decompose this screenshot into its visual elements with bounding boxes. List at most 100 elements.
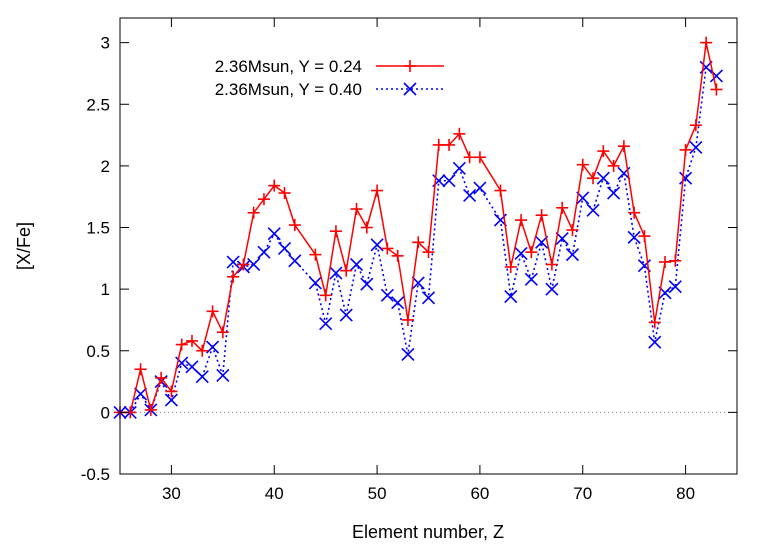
data-point	[267, 227, 281, 241]
data-point	[205, 340, 220, 354]
data-point	[227, 270, 240, 283]
data-point	[380, 288, 394, 302]
x-tick-label: 50	[368, 484, 387, 503]
data-point	[360, 277, 374, 291]
data-point	[134, 387, 148, 401]
data-point	[607, 159, 620, 172]
y-axis-label: [X/Fe]	[14, 222, 34, 270]
data-point	[473, 181, 487, 195]
legend: 2.36Msun, Y = 0.24 2.36Msun, Y = 0.40	[215, 57, 444, 99]
data-point	[195, 370, 209, 384]
plot-frame	[119, 17, 738, 475]
data-point	[607, 186, 621, 200]
legend-item: 2.36Msun, Y = 0.40	[215, 80, 444, 99]
y-tick-label: -0.5	[81, 465, 110, 484]
data-point	[257, 245, 271, 259]
data-point	[155, 371, 168, 384]
data-point	[134, 363, 147, 376]
y-tick-label: 1.5	[86, 219, 110, 238]
x-tick-label: 70	[573, 484, 592, 503]
data-point	[587, 172, 600, 185]
series-1	[114, 36, 723, 419]
data-point	[648, 335, 662, 349]
data-point	[669, 254, 682, 267]
data-point	[349, 257, 364, 272]
data-point	[268, 179, 281, 192]
data-point	[329, 225, 342, 238]
data-point	[371, 184, 384, 197]
y-tick-label: 0	[101, 403, 110, 422]
y-tick-label: 1	[101, 280, 110, 299]
data-point	[175, 338, 188, 351]
legend-label: 2.36Msun, Y = 0.40	[215, 80, 362, 99]
data-point	[597, 145, 610, 158]
data-point	[628, 206, 641, 219]
data-point	[401, 347, 415, 362]
data-point	[412, 236, 425, 249]
data-point	[309, 248, 322, 261]
data-point	[586, 203, 600, 217]
data-point	[545, 258, 558, 271]
data-point	[381, 242, 394, 255]
data-point	[247, 206, 260, 219]
data-point	[473, 151, 486, 164]
data-point	[442, 174, 456, 188]
data-point	[216, 368, 230, 382]
data-point	[463, 188, 477, 203]
data-point	[638, 230, 651, 243]
data-point	[689, 119, 702, 132]
data-point	[340, 264, 353, 277]
data-point	[700, 36, 713, 49]
data-point	[668, 280, 682, 294]
data-point	[216, 326, 229, 339]
data-point	[277, 241, 292, 256]
data-point	[360, 221, 373, 234]
data-point	[319, 289, 332, 302]
data-point	[504, 289, 518, 304]
data-point	[165, 385, 178, 398]
data-point	[421, 291, 436, 305]
data-point	[288, 254, 302, 268]
data-point	[679, 143, 692, 156]
data-point	[226, 255, 240, 269]
data-point	[596, 171, 610, 185]
data-point	[545, 282, 559, 296]
y-tick-label: 3	[101, 34, 110, 53]
data-point	[237, 258, 250, 271]
data-point	[576, 158, 589, 171]
data-point	[247, 257, 261, 272]
data-point	[319, 317, 333, 331]
x-tick-label: 40	[265, 484, 284, 503]
data-point	[422, 246, 435, 259]
x-tick-label: 30	[162, 484, 181, 503]
data-point	[411, 276, 425, 290]
series-2	[113, 60, 723, 419]
data-point	[617, 140, 630, 153]
data-point	[535, 209, 548, 222]
data-point	[556, 201, 569, 214]
data-point	[535, 235, 549, 249]
data-point	[339, 308, 353, 322]
data-point	[391, 296, 405, 310]
data-point	[196, 344, 209, 357]
data-point	[566, 223, 579, 236]
data-point	[679, 171, 693, 185]
data-point	[710, 83, 723, 96]
data-point	[555, 232, 569, 246]
data-point	[689, 140, 703, 154]
data-point	[524, 272, 538, 286]
data-point	[288, 219, 301, 232]
data-point	[257, 193, 270, 206]
data-point	[175, 356, 189, 370]
series-line	[120, 65, 717, 414]
data-point	[494, 184, 507, 197]
data-point	[659, 256, 672, 269]
data-point	[164, 393, 178, 407]
data-point	[185, 360, 199, 374]
data-point	[565, 248, 580, 262]
data-point	[401, 313, 414, 326]
data-point	[627, 230, 641, 244]
x-tick-label: 60	[470, 484, 489, 503]
data-point	[391, 249, 404, 262]
